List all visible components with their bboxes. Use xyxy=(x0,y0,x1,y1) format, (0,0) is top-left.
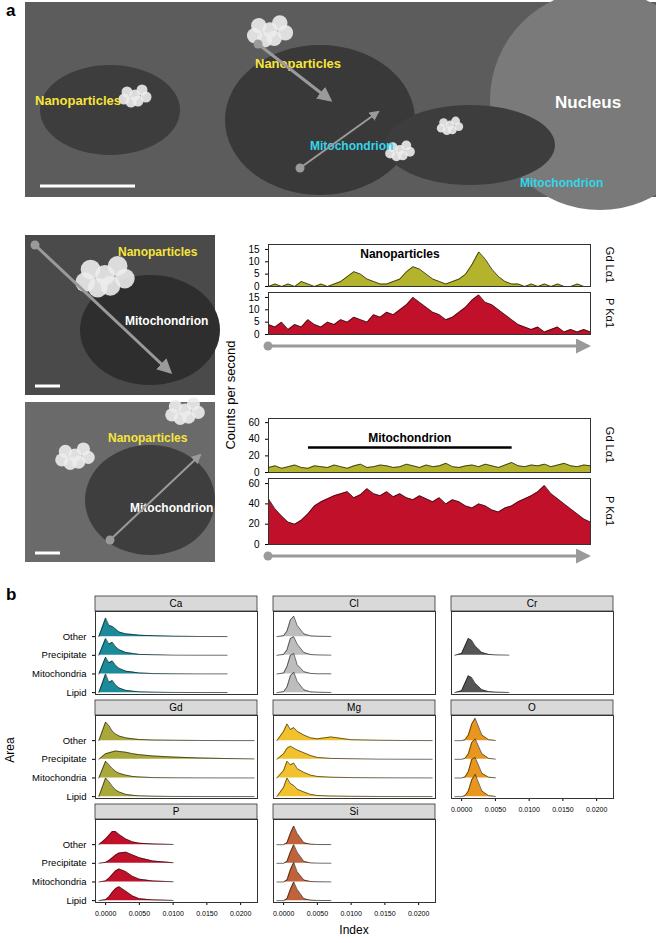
svg-text:40: 40 xyxy=(248,498,260,509)
svg-text:Mitochondrion: Mitochondrion xyxy=(368,431,451,445)
svg-text:0.0200: 0.0200 xyxy=(408,910,430,917)
svg-text:Mitochondrion: Mitochondrion xyxy=(130,501,213,515)
svg-text:0.0100: 0.0100 xyxy=(340,910,362,917)
svg-text:15: 15 xyxy=(248,292,260,303)
svg-text:Nanoparticles: Nanoparticles xyxy=(118,245,198,259)
svg-text:Index: Index xyxy=(339,923,368,937)
svg-text:Gd Lα1: Gd Lα1 xyxy=(604,427,616,463)
svg-text:Gd: Gd xyxy=(169,702,182,713)
svg-text:0: 0 xyxy=(254,467,260,478)
svg-text:0.0100: 0.0100 xyxy=(162,910,184,917)
svg-text:0.0000: 0.0000 xyxy=(451,806,473,813)
svg-text:5: 5 xyxy=(254,268,260,279)
svg-text:40: 40 xyxy=(248,433,260,444)
svg-text:Mitochondrion: Mitochondrion xyxy=(310,139,393,153)
svg-text:Nanoparticles: Nanoparticles xyxy=(108,431,188,445)
svg-text:Other: Other xyxy=(63,631,87,642)
svg-text:Gd Lα1: Gd Lα1 xyxy=(604,247,616,283)
svg-text:b: b xyxy=(6,585,16,604)
svg-text:20: 20 xyxy=(248,450,260,461)
svg-text:Precipitate: Precipitate xyxy=(42,753,87,764)
svg-text:0.0150: 0.0150 xyxy=(196,910,218,917)
svg-text:Mitochondria: Mitochondria xyxy=(32,668,87,679)
svg-text:0.0000: 0.0000 xyxy=(273,910,295,917)
svg-text:P Kα1: P Kα1 xyxy=(604,298,616,328)
svg-text:0: 0 xyxy=(254,329,260,340)
svg-text:0.0200: 0.0200 xyxy=(230,910,252,917)
svg-text:Area: Area xyxy=(3,737,17,763)
svg-text:60: 60 xyxy=(248,417,260,428)
svg-text:0.0050: 0.0050 xyxy=(129,910,151,917)
svg-text:0: 0 xyxy=(254,281,260,292)
svg-text:Cr: Cr xyxy=(527,598,538,609)
svg-text:Nanoparticles: Nanoparticles xyxy=(255,56,341,71)
svg-text:0.0050: 0.0050 xyxy=(307,910,329,917)
svg-text:Lipid: Lipid xyxy=(66,791,86,802)
svg-text:20: 20 xyxy=(248,518,260,529)
svg-text:60: 60 xyxy=(248,478,260,489)
svg-text:10: 10 xyxy=(248,256,260,267)
svg-text:Lipid: Lipid xyxy=(66,895,86,906)
svg-text:Mitochondria: Mitochondria xyxy=(32,876,87,887)
svg-text:a: a xyxy=(6,1,16,20)
svg-text:Lipid: Lipid xyxy=(66,687,86,698)
svg-text:Mg: Mg xyxy=(347,702,361,713)
svg-text:Cl: Cl xyxy=(349,598,358,609)
svg-text:0: 0 xyxy=(254,539,260,550)
svg-text:0.0000: 0.0000 xyxy=(95,910,117,917)
svg-text:Other: Other xyxy=(63,735,87,746)
svg-text:O: O xyxy=(528,702,536,713)
svg-text:P: P xyxy=(173,806,180,817)
svg-text:0.0200: 0.0200 xyxy=(586,806,608,813)
svg-text:10: 10 xyxy=(248,304,260,315)
svg-text:P Kα1: P Kα1 xyxy=(604,496,616,526)
svg-text:Mitochondrion: Mitochondrion xyxy=(520,176,603,190)
svg-text:Other: Other xyxy=(63,839,87,850)
svg-text:Si: Si xyxy=(350,806,359,817)
svg-text:Nanoparticles: Nanoparticles xyxy=(360,247,440,261)
svg-text:0.0150: 0.0150 xyxy=(374,910,396,917)
svg-text:15: 15 xyxy=(248,244,260,255)
svg-text:Precipitate: Precipitate xyxy=(42,857,87,868)
svg-text:Nanoparticles: Nanoparticles xyxy=(35,93,121,108)
svg-text:Nucleus: Nucleus xyxy=(555,93,621,112)
svg-text:0.0100: 0.0100 xyxy=(518,806,540,813)
svg-text:Mitochondria: Mitochondria xyxy=(32,772,87,783)
svg-text:0.0050: 0.0050 xyxy=(485,806,507,813)
svg-text:Ca: Ca xyxy=(170,598,183,609)
svg-text:Counts per second: Counts per second xyxy=(223,340,238,449)
svg-text:0.0150: 0.0150 xyxy=(552,806,574,813)
svg-text:Mitochondrion: Mitochondrion xyxy=(125,314,208,328)
svg-text:Precipitate: Precipitate xyxy=(42,649,87,660)
svg-text:5: 5 xyxy=(254,316,260,327)
